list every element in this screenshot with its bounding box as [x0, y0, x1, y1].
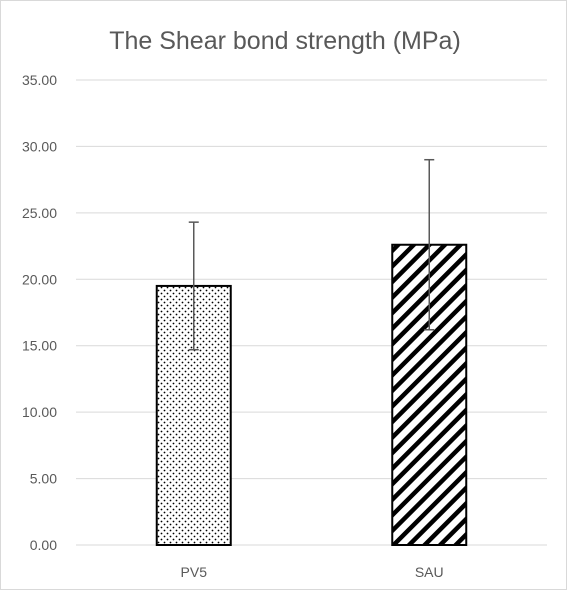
bars — [155, 243, 468, 546]
error-bars — [188, 158, 435, 351]
y-tick-label: 0.00 — [30, 537, 57, 553]
gridlines — [76, 79, 547, 546]
y-tick-label: 25.00 — [22, 205, 57, 221]
y-tick-label: 30.00 — [22, 138, 57, 154]
y-tick-label: 35.00 — [22, 72, 57, 88]
x-axis-category-labels: PV5 SAU — [181, 564, 444, 580]
error-bar-sau — [424, 158, 435, 331]
chart-title: The Shear bond strength (MPa) — [109, 27, 461, 55]
y-tick-label: 20.00 — [22, 271, 57, 287]
x-category-label: SAU — [415, 564, 444, 580]
y-axis-tick-labels: 0.00 5.00 10.00 15.00 20.00 25.00 30.00 35.00 — [22, 72, 57, 553]
y-tick-label: 15.00 — [22, 338, 57, 354]
x-category-label: PV5 — [181, 564, 208, 580]
y-tick-label: 5.00 — [30, 471, 57, 487]
y-tick-label: 10.00 — [22, 404, 57, 420]
error-bar-pv5 — [188, 221, 199, 351]
